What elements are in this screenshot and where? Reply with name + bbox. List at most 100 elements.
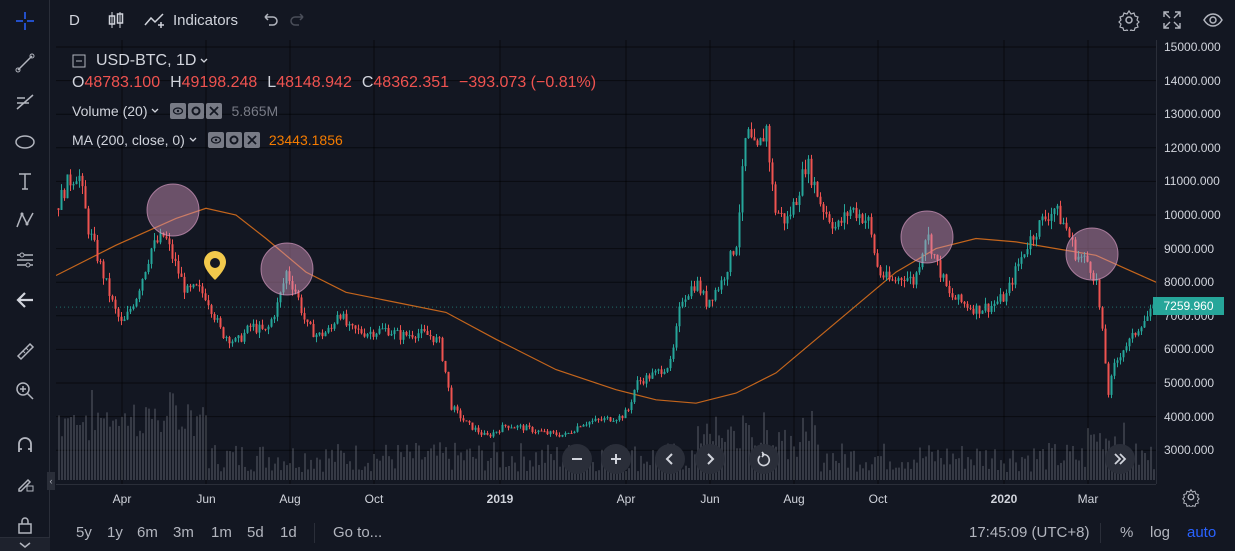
open-key: O [72,74,85,91]
undo-icon[interactable] [258,7,280,33]
log-toggle[interactable]: log [1150,524,1171,541]
back-arrow-icon[interactable] [9,285,41,315]
gear-icon[interactable] [188,103,205,119]
scroll-left-button[interactable] [655,444,685,474]
range-5d[interactable]: 5d [247,524,264,541]
ma-line [56,207,1156,404]
volume-label: Volume (20) [72,103,148,119]
range-1y[interactable]: 1y [107,524,123,541]
auto-toggle[interactable]: auto [1187,524,1217,541]
percent-toggle[interactable]: % [1120,524,1134,541]
price-tick-label: 14000.000 [1164,73,1221,88]
trend-line-icon[interactable] [9,48,41,78]
price-tick-label: 4000.000 [1164,409,1215,424]
volume-indicator-row[interactable]: Volume (20) 5.865M [72,103,278,119]
redo-icon[interactable] [288,7,310,33]
indicators-button[interactable]: Indicators [143,7,238,33]
reset-chart-button[interactable] [749,444,779,474]
highlight-circle[interactable] [1065,227,1119,281]
clock[interactable]: 17:45:09 (UTC+8) [969,524,1090,541]
gear-icon[interactable] [225,132,242,148]
fib-retracement-icon[interactable] [9,87,41,117]
settings-icon[interactable] [1118,7,1140,33]
fullscreen-icon[interactable] [1161,7,1183,33]
range-5y[interactable]: 5y [76,524,92,541]
price-tick-label: 5000.000 [1164,376,1215,390]
zoom-out-button[interactable] [562,444,592,474]
highlight-circle[interactable] [260,242,314,296]
ellipse-icon[interactable] [9,127,41,157]
close-value: 48362.351 [373,74,450,91]
price-tick-label: 15000.000 [1164,40,1221,54]
range-1m[interactable]: 1m [211,524,232,541]
pattern-icon[interactable] [9,205,41,235]
time-tick-label: Aug [783,492,805,506]
close-icon[interactable] [206,103,223,119]
change-value: −393.073 (−0.81%) [459,74,597,91]
text-icon[interactable] [9,166,41,196]
chart-grid [56,40,1156,484]
time-tick-label: Jun [700,492,720,506]
high-value: 49198.248 [181,74,258,91]
location-pin-icon[interactable] [204,251,226,280]
price-tick-label: 10000.000 [1164,208,1221,222]
scroll-right-button[interactable] [695,444,725,474]
candles-icon[interactable] [105,7,127,33]
lock-icon[interactable] [9,510,41,540]
goto-button[interactable]: Go to... [333,524,383,541]
chevron-down-icon[interactable] [0,537,50,551]
time-tick-label: Apr [616,492,636,506]
eye-icon[interactable] [1202,7,1224,33]
ma-label: MA (200, close, 0) [72,132,185,148]
chevron-down-icon[interactable] [199,57,209,65]
chevron-right-icon [707,453,715,465]
symbol-row[interactable]: USD-BTC, 1D [72,52,209,70]
prediction-icon[interactable] [9,245,41,275]
time-tick-label: Aug [279,492,301,506]
divider [314,523,315,543]
time-axis[interactable]: Apr Jun Aug Oct 2019 Apr Jun Aug Oct 2020 Mar [56,484,1156,510]
eye-icon[interactable] [170,103,187,119]
price-tick-label: 6000.000 [1164,342,1215,357]
chevron-down-icon[interactable] [188,136,198,144]
price-tick-label: 11000.000 [1164,174,1220,189]
ma-value: 23443.1856 [268,132,343,148]
interval-button[interactable]: D [69,11,80,29]
scroll-to-realtime-button[interactable] [1105,444,1135,474]
range-1d[interactable]: 1d [280,524,297,541]
eye-icon[interactable] [207,132,224,148]
time-tick-label: Mar [1077,492,1099,506]
gear-icon[interactable] [1181,487,1203,509]
zoom-in-button[interactable] [601,444,631,474]
highlight-circle[interactable] [900,210,954,264]
close-icon[interactable] [243,132,260,148]
price-tick-label: 3000.000 [1164,443,1215,458]
low-key: L [267,74,277,91]
ruler-icon[interactable] [9,336,41,366]
price-axis[interactable]: 15000.000 14000.000 13000.000 12000.000 1100… [1156,40,1235,484]
magnet-icon[interactable] [9,430,41,460]
time-tick-label: Jun [196,492,216,506]
candlesticks [57,122,1155,439]
time-tick-label: Oct [868,492,888,506]
collapse-legend-icon[interactable] [72,54,86,68]
highlight-circle[interactable] [146,183,200,237]
volume-value: 5.865M [231,103,279,119]
open-value: 48783.100 [84,74,161,91]
range-3m[interactable]: 3m [173,524,194,541]
minus-icon [572,458,582,460]
zoom-icon[interactable] [9,376,41,406]
crosshair-icon[interactable] [9,6,41,36]
range-6m[interactable]: 6m [137,524,158,541]
lock-drawings-icon[interactable] [9,468,41,498]
symbol-title[interactable]: USD-BTC, 1D [96,52,197,69]
price-tick-label: 9000.000 [1164,241,1215,256]
ma-indicator-row[interactable]: MA (200, close, 0) 23443.1856 [72,132,343,148]
toolbar-collapse-icon[interactable]: ‹ [47,472,55,490]
last-price-label: 7259.960 [1153,297,1224,315]
chevron-down-icon[interactable] [150,107,160,115]
price-tick-label: 8000.000 [1164,275,1215,290]
time-tick-label: 2020 [990,492,1018,506]
indicators-label: Indicators [173,11,239,29]
double-chevron-right-icon [1114,453,1127,465]
